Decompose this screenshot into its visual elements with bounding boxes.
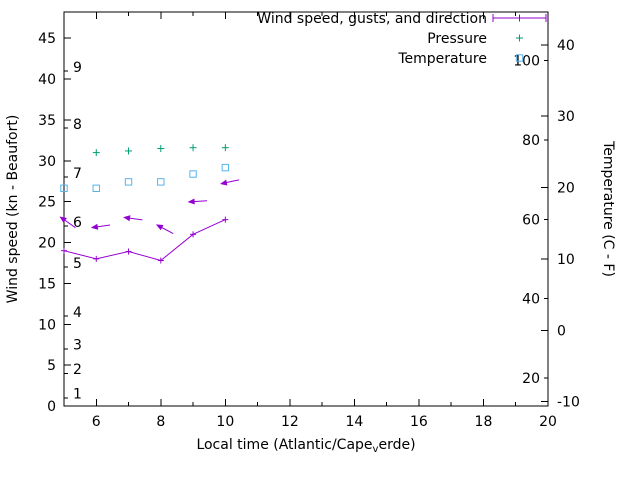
y-left-tick-label: 5: [47, 358, 56, 374]
y-left-tick-label: 0: [47, 399, 56, 415]
legend: Wind speed, gusts, and direction Pressure…: [257, 11, 547, 67]
y-right-tick-label: 10: [557, 252, 575, 268]
y-left-tick-label: 20: [38, 236, 56, 252]
fahrenheit-scale-label: 40: [522, 292, 540, 308]
plot-border: [63, 11, 549, 407]
y-left-tick-label: 15: [38, 276, 56, 292]
x-tick-label: 12: [281, 414, 299, 430]
y-left-tick-label: 10: [38, 317, 56, 333]
beaufort-scale-label: 4: [73, 305, 82, 321]
x-tick-label: 18: [475, 414, 493, 430]
x-tick-label: 10: [216, 414, 234, 430]
beaufort-scale-label: 5: [73, 256, 82, 272]
y-left-tick-label: 45: [38, 31, 56, 47]
fahrenheit-scale-label: 100: [513, 54, 540, 70]
y-left-tick-label: 40: [38, 72, 56, 88]
series-temperature: [60, 163, 230, 193]
beaufort-scale-label: 6: [73, 215, 82, 231]
x-tick-label: 6: [92, 414, 101, 430]
beaufort-scale-label: 3: [73, 338, 82, 354]
fahrenheit-scale-label: 20: [522, 371, 540, 387]
y-right-axis: -10 0 10 20 30 40 20 40 60 80 100 Temperature (C - …: [513, 38, 616, 411]
x-tick-label: 20: [539, 414, 557, 430]
x-tick-label: 8: [156, 414, 165, 430]
legend-label: Wind speed, gusts, and direction: [257, 11, 487, 27]
beaufort-scale-label: 1: [73, 387, 82, 403]
legend-label: Pressure: [427, 31, 487, 47]
y-right-tick-label: 0: [557, 323, 566, 339]
y-right-tick-label: 20: [557, 181, 575, 197]
series-pressure: [92, 144, 229, 157]
y-left-tick-label: 30: [38, 154, 56, 170]
series-wind-gusts-and-direction: [59, 179, 240, 235]
beaufort-scale-label: 7: [73, 166, 82, 182]
x-axis-title: Local time (Atlantic/Capeverde): [196, 437, 415, 455]
x-tick-label: 16: [410, 414, 428, 430]
fahrenheit-scale-label: 60: [522, 212, 540, 228]
fahrenheit-scale-label: 80: [522, 133, 540, 149]
beaufort-scale-label: 9: [73, 60, 82, 76]
y-right-tick-label: 40: [557, 38, 575, 54]
x-tick-label: 14: [345, 414, 363, 430]
y-right-tick-label: 30: [557, 109, 575, 125]
y-right-axis-title: Temperature (C - F): [600, 140, 616, 277]
legend-label: Temperature: [397, 51, 487, 67]
y-left-axis-title: Wind speed (kn - Beaufort): [5, 115, 21, 304]
y-left-tick-label: 25: [38, 195, 56, 211]
y-left-tick-label: 35: [38, 113, 56, 129]
beaufort-scale-label: 8: [73, 117, 82, 133]
y-right-tick-label: -10: [557, 395, 580, 411]
series-wind-speed: [61, 216, 229, 264]
beaufort-scale-label: 2: [73, 362, 82, 378]
